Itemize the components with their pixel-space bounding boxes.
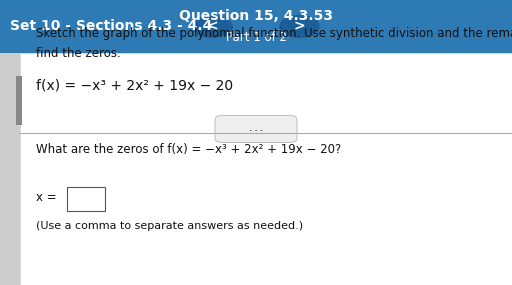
Text: Question 15, 4.3.53: Question 15, 4.3.53	[179, 9, 333, 23]
Text: Part 1 of 2: Part 1 of 2	[225, 31, 287, 44]
FancyBboxPatch shape	[215, 115, 297, 142]
Text: <: <	[207, 19, 218, 33]
FancyBboxPatch shape	[0, 0, 512, 53]
Text: find the zeros.: find the zeros.	[36, 47, 121, 60]
FancyBboxPatch shape	[67, 187, 105, 211]
FancyBboxPatch shape	[16, 76, 22, 125]
Text: ...: ...	[248, 124, 264, 133]
Circle shape	[280, 16, 319, 37]
Text: x =: x =	[36, 191, 56, 204]
Text: f(x) = −x³ + 2x² + 19x − 20: f(x) = −x³ + 2x² + 19x − 20	[36, 78, 233, 92]
FancyBboxPatch shape	[0, 53, 20, 285]
Text: Set 10 - Sections 4.3 - 4.4: Set 10 - Sections 4.3 - 4.4	[10, 19, 212, 33]
FancyBboxPatch shape	[20, 53, 512, 285]
Text: >: >	[294, 19, 305, 33]
Text: Sketch the graph of the polynomial function. Use synthetic division and the rema: Sketch the graph of the polynomial funct…	[36, 27, 512, 40]
Circle shape	[193, 16, 232, 37]
Text: (Use a comma to separate answers as needed.): (Use a comma to separate answers as need…	[36, 221, 303, 231]
Text: What are the zeros of f(x) = −x³ + 2x² + 19x − 20?: What are the zeros of f(x) = −x³ + 2x² +…	[36, 142, 341, 156]
